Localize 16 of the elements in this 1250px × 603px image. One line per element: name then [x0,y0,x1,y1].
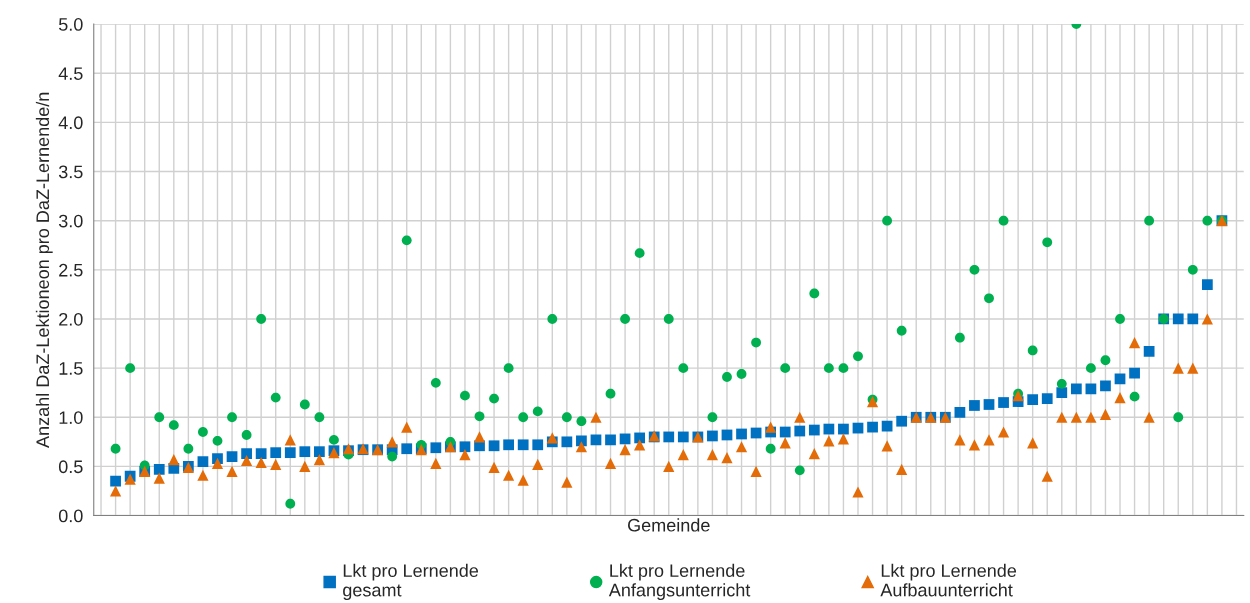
y-tick-label: 5.0 [58,18,83,31]
x-axis-title: Gemeinde [628,518,710,532]
y-tick-label: 0.5 [58,460,83,474]
y-tick-label: 0.0 [58,509,83,523]
y-tick-label: 1.5 [59,362,83,375]
y-tick-label: 4.0 [58,116,83,130]
y-tick-label: 4.5 [58,67,83,80]
legend-label: Lkt pro Lernende Aufbauunterricht [880,563,1017,597]
legend-label: Lkt pro Lernende gesamt [343,563,479,601]
y-axis-title: Anzahl DaZ-Lektioneon pro DaZ-Lernende/n [35,92,53,448]
y-tick-label: 2.0 [59,312,83,326]
y-tick-label: 1.0 [59,411,83,424]
y-tick-label: 3.0 [58,214,83,228]
y-tick-label: 2.5 [59,263,83,277]
y-tick-label: 3.5 [58,165,83,179]
legend-label: Lkt pro Lernende Anfangsunterricht [608,563,751,601]
